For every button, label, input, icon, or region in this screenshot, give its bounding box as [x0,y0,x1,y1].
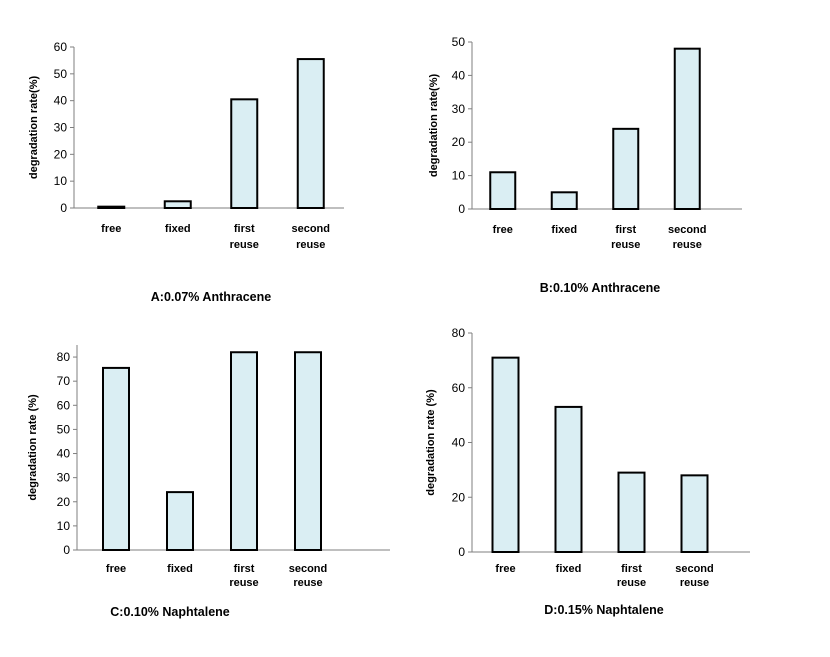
y-axis-title: degradation rate (%) [425,389,437,496]
bar [294,351,322,551]
y-tick-label: 60 [452,381,466,395]
x-category-label: free [493,224,513,236]
x-category-label: fixed [556,563,582,575]
y-tick-label: 30 [54,121,68,135]
y-tick-label: 50 [54,67,68,81]
chart-c: 0 10 20 30 40 50 60 70 80 free fixed first reuse seco… [27,345,390,619]
bar [230,98,259,209]
y-tick-label: 40 [57,447,71,461]
x-category-label: reuse [229,577,258,589]
chart-caption: B:0.10% Anthracene [540,281,660,295]
y-axis-title: degradation rate(%) [28,76,40,180]
chart-b: 0 10 20 30 40 50 free fixed first reuse second reus… [428,35,742,295]
y-axis-title: degradation rate (%) [27,394,39,501]
x-category-label: reuse [611,239,640,251]
x-category-label: fixed [167,563,193,575]
chart-a: 0 10 20 30 40 50 60 free fixed first reuse second re… [28,40,344,304]
chart-caption: D:0.15% Naphtalene [544,603,664,617]
bar [680,474,709,554]
y-tick-label: 60 [57,398,71,412]
y-tick-label: 80 [452,326,466,340]
y-tick-label: 20 [452,490,466,504]
y-tick-label: 0 [63,543,70,557]
y-axis-title: degradation rate(%) [428,74,440,178]
x-category-label: free [101,223,121,235]
x-category-label: first [621,563,642,575]
x-category-label: first [615,224,636,236]
x-category-label: reuse [230,239,259,251]
y-tick-label: 70 [57,374,71,388]
y-tick-label: 30 [452,102,466,116]
y-tick-label: 10 [54,174,68,188]
y-tick-label: 50 [452,35,466,49]
x-category-label: reuse [617,577,646,589]
x-category-label: reuse [293,577,322,589]
bar [489,171,517,210]
bar [550,191,578,211]
y-tick-label: 20 [452,135,466,149]
bar [102,366,130,552]
y-tick-label: 40 [452,68,466,82]
bar [554,405,583,553]
x-category-label: reuse [680,577,709,589]
x-category-label: fixed [165,223,191,235]
x-category-label: second [291,223,330,235]
x-category-label: second [675,563,714,575]
y-tick-label: 60 [54,40,68,54]
bar [230,351,258,551]
bar [491,356,520,554]
chart-caption: A:0.07% Anthracene [151,290,271,304]
x-category-label: fixed [551,224,577,236]
y-tick-label: 50 [57,422,71,436]
y-tick-label: 10 [452,169,466,183]
bar [612,127,640,210]
x-category-label: second [668,224,707,236]
y-tick-label: 0 [458,202,465,216]
y-tick-label: 40 [452,436,466,450]
y-tick-label: 0 [60,201,67,215]
x-category-label: second [289,563,328,575]
y-tick-label: 30 [57,471,71,485]
y-tick-label: 80 [57,350,71,364]
bar [97,205,126,210]
y-tick-label: 40 [54,94,68,108]
chart-caption: C:0.10% Naphtalene [110,605,230,619]
x-category-label: free [106,563,126,575]
bar [166,491,194,551]
x-category-label: reuse [296,239,325,251]
bar [163,200,192,210]
y-tick-label: 0 [458,545,465,559]
bar [617,471,646,553]
x-category-label: reuse [673,239,702,251]
y-tick-label: 20 [54,147,68,161]
y-tick-label: 20 [57,495,71,509]
bar [296,58,325,210]
x-category-label: first [234,223,255,235]
y-tick-label: 10 [57,519,71,533]
x-category-label: free [495,563,515,575]
x-category-label: first [234,563,255,575]
bar [673,47,701,211]
chart-d: 0 20 40 60 80 free fixed first reuse second reuse d… [425,326,750,617]
